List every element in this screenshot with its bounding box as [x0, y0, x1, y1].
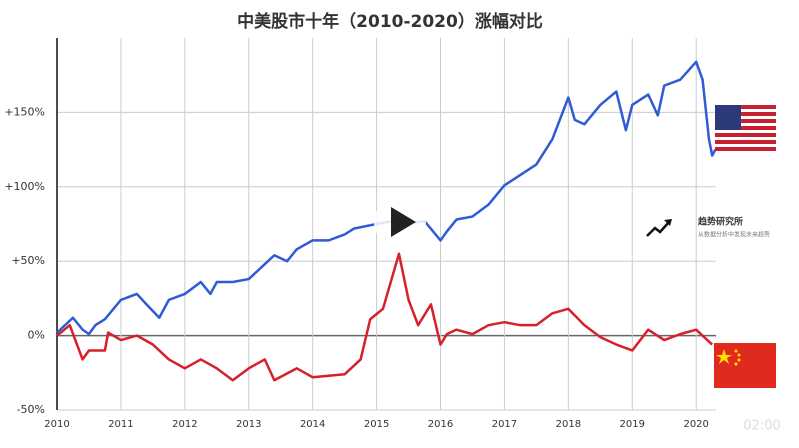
- x-tick-label: 2013: [236, 419, 261, 430]
- logo-arrow: [664, 219, 672, 226]
- timestamp: 02:00: [743, 419, 780, 434]
- series-line: [56, 252, 714, 382]
- us-flag: [715, 105, 776, 151]
- x-tick-label: 2014: [300, 419, 325, 430]
- x-tick-label: 2010: [44, 419, 69, 430]
- china-flag: [714, 343, 776, 388]
- x-tick-label: 2016: [428, 419, 453, 430]
- logo-subtitle: 从数据分析中发现未来趋势: [698, 231, 770, 239]
- y-tick-label: +50%: [11, 254, 45, 267]
- x-tick-label: 2018: [556, 419, 581, 430]
- series-line: [56, 60, 717, 336]
- logo-icon: [646, 221, 670, 237]
- x-tick-label: 2017: [492, 419, 517, 430]
- y-tick-label: +100%: [4, 180, 45, 193]
- x-tick-label: 2019: [620, 419, 645, 430]
- y-tick-label: 0%: [28, 329, 45, 342]
- x-tick-label: 2012: [172, 419, 197, 430]
- x-tick-label: 2020: [683, 419, 708, 430]
- play-icon[interactable]: [391, 207, 416, 237]
- chart-title: 中美股市十年（2010-2020）涨幅对比: [237, 11, 543, 32]
- x-tick-label: 2011: [108, 419, 133, 430]
- y-tick-label: +150%: [4, 105, 45, 118]
- x-tick-label: 2015: [364, 419, 389, 430]
- y-tick-label: -50%: [17, 403, 45, 416]
- logo-text: 趋势研究所: [698, 216, 743, 228]
